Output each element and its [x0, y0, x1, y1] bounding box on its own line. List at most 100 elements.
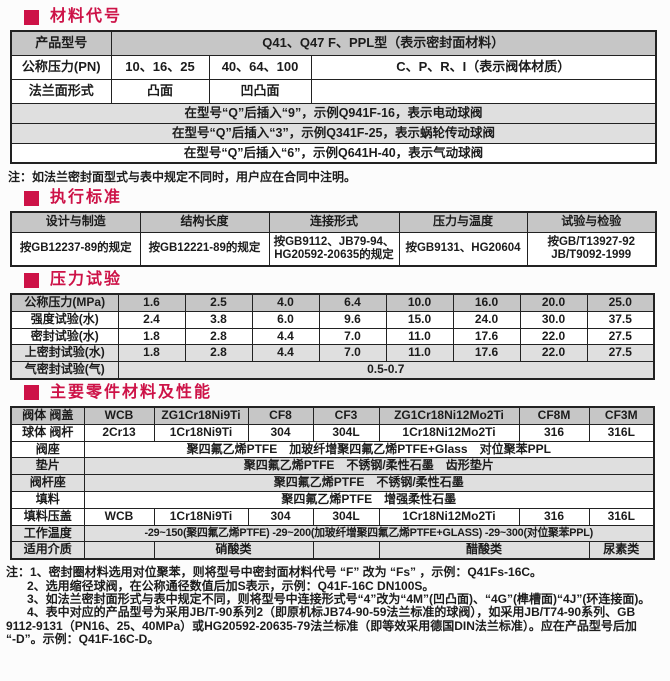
cell: 17.6 — [452, 327, 521, 346]
cell: 聚四氟乙烯PTFE 不锈钢/柔性石墨 齿形垫片 — [83, 457, 655, 476]
cell: 0.5-0.7 — [117, 361, 655, 380]
section-heading-materials: 主要零件材料及性能 — [24, 383, 670, 401]
header-cell: ZG1Cr18Ni9Ti — [153, 406, 249, 425]
cell: 316L — [588, 423, 655, 442]
header-cell: 结构长度 — [139, 211, 270, 233]
row-label: 阀座 — [10, 440, 85, 459]
header-cell: 试验与检验 — [526, 211, 657, 233]
cell: 按GB/T13927-92 JB/T9092-1999 — [526, 231, 657, 267]
table-row: 气密封试验(气) 0.5-0.7 — [10, 361, 655, 380]
cell: WCB — [83, 507, 155, 526]
table-row: 按GB12237-89的规定 按GB12221-89的规定 按GB9112、JB… — [10, 231, 657, 267]
cell: 2.8 — [184, 327, 253, 346]
cell: 按GB9131、HG20604 — [398, 231, 528, 267]
cell: 4.4 — [251, 344, 320, 363]
cell: 在型号“Q”后插入“6”，示例Q641H-40，表示气动球阀 — [10, 142, 657, 164]
cell: 2Cr13 — [83, 423, 155, 442]
table-row: 阀杆座 聚四氟乙烯PTFE 不锈钢/柔性石墨 — [10, 474, 655, 492]
standards-table: 设计与制造 结构长度 连接形式 压力与温度 试验与检验 按GB12237-89的… — [10, 211, 657, 267]
cell: 3.8 — [184, 310, 253, 329]
cell — [312, 541, 380, 560]
footnote-line: 3、如法兰密封面形式与表中规定不同，则将型号中连接形式号“4”改为“4M”(凹凸… — [27, 591, 651, 606]
table-row: 工作温度 -29~150(聚四氟乙烯PTFE) -29~200(加玻纤增聚四氟乙… — [10, 524, 655, 543]
table-row: 在型号“Q”后插入“9”，示例Q941F-16，表示电动球阀 — [10, 102, 657, 124]
header-cell: 连接形式 — [268, 211, 400, 233]
cell: 4.4 — [251, 327, 320, 346]
cell: 2.8 — [184, 344, 253, 363]
cell: 316 — [518, 507, 590, 526]
cell: 25.0 — [586, 293, 655, 312]
row-label: 填料压盖 — [10, 507, 85, 526]
cell: 在型号“Q”后插入“3”，示例Q341F-25，表示蜗轮传动球阀 — [10, 122, 657, 144]
cell: 按GB12237-89的规定 — [10, 231, 141, 267]
material-code-table: 产品型号 Q41、Q47 F、PPL型（表示密封面材料） 公称压力(PN) 10… — [10, 30, 658, 164]
row-label: 产品型号 — [10, 30, 112, 56]
row-label: 公称压力(PN) — [10, 54, 112, 80]
table-row: 适用介质 硝酸类 醋酸类 尿素类 — [10, 541, 655, 560]
cell: 27.5 — [586, 344, 655, 363]
row-label: 球体 阀杆 — [10, 423, 85, 442]
header-cell: 压力与温度 — [398, 211, 528, 233]
row-label: 阀杆座 — [10, 474, 85, 492]
row-label: 适用介质 — [10, 541, 85, 560]
header-cell: CF8M — [518, 406, 590, 425]
cell: 11.0 — [385, 327, 454, 346]
cell: 醋酸类 — [378, 541, 590, 560]
header-cell: CF3M — [588, 406, 655, 425]
cell: 304 — [247, 423, 314, 442]
section-heading-material-code: 材料代号 — [24, 9, 670, 25]
section-bullet-icon — [24, 385, 39, 401]
cell: 在型号“Q”后插入“9”，示例Q941F-16，表示电动球阀 — [10, 102, 657, 124]
cell: 聚四氟乙烯PTFE 加玻纤增聚四氟乙烯PTFE+Glass 对位聚苯PPL — [83, 440, 655, 459]
cell: 按GB12221-89的规定 — [139, 231, 270, 267]
table-row: 公称压力(PN) 10、16、25 40、64、100 C、P、R、I（表示阀体… — [10, 54, 657, 80]
table-row: 垫片 聚四氟乙烯PTFE 不锈钢/柔性石墨 齿形垫片 — [10, 457, 655, 476]
cell: 硝酸类 — [153, 541, 314, 560]
cell: 尿素类 — [588, 541, 655, 560]
cell: 37.5 — [586, 310, 655, 329]
table-row: 上密封试验(水) 1.8 2.8 4.4 7.0 11.0 17.6 22.0 … — [10, 344, 655, 363]
cell: 30.0 — [519, 310, 588, 329]
cell: Q41、Q47 F、PPL型（表示密封面材料） — [110, 30, 657, 56]
footnotes: 注：1、密封圈材料选用对位聚苯，则将型号中密封面材料代号 “F” 改为 “Fs”… — [6, 565, 668, 646]
cell: 1Cr18Ni12Mo2Ti — [378, 423, 520, 442]
cell: 10.0 — [385, 293, 454, 312]
footnote-line: 4、表中对应的产品型号为采用JB/T-90系列2（即原机标JB74-90-59法… — [27, 605, 636, 620]
cell: 27.5 — [586, 327, 655, 346]
table-row: 阀体 阀盖 WCB ZG1Cr18Ni9Ti CF8 CF3 ZG1Cr18Ni… — [10, 406, 655, 425]
table-row: 产品型号 Q41、Q47 F、PPL型（表示密封面材料） — [10, 30, 657, 56]
section-title: 执行标准 — [50, 189, 123, 206]
cell: 316L — [588, 507, 655, 526]
cell: 2.4 — [117, 310, 186, 329]
cell: 7.0 — [318, 344, 387, 363]
cell: 16.0 — [452, 293, 521, 312]
section-title: 主要零件材料及性能 — [50, 383, 213, 401]
cell: 304L — [312, 507, 380, 526]
header-cell: CF8 — [247, 406, 314, 425]
table-row: 在型号“Q”后插入“3”，示例Q341F-25，表示蜗轮传动球阀 — [10, 122, 657, 144]
table-row: 设计与制造 结构长度 连接形式 压力与温度 试验与检验 — [10, 211, 657, 233]
table-row: 公称压力(MPa) 1.6 2.5 4.0 6.4 10.0 16.0 20.0… — [10, 293, 655, 312]
cell: 1.8 — [117, 344, 186, 363]
section-heading-pressure-test: 压力试验 — [24, 272, 670, 288]
cell: 4.0 — [251, 293, 320, 312]
footnote-line: 2、选用缩径球阀，在公称通径数值后加S表示，示例：Q41F-16C DN100S… — [27, 578, 435, 593]
table-row: 填料压盖 WCB 1Cr18Ni9Ti 304 304L 1Cr18Ni12Mo… — [10, 507, 655, 526]
cell: C、P、R、I（表示阀体材质） — [310, 54, 657, 80]
cell: 1Cr18Ni9Ti — [153, 423, 249, 442]
row-label: 气密封试验(气) — [10, 361, 119, 380]
cell: 聚四氟乙烯PTFE 增强柔性石墨 — [83, 490, 655, 509]
table-row: 填料 聚四氟乙烯PTFE 增强柔性石墨 — [10, 490, 655, 509]
row-label: 密封试验(水) — [10, 327, 119, 346]
pressure-test-table: 公称压力(MPa) 1.6 2.5 4.0 6.4 10.0 16.0 20.0… — [10, 293, 655, 380]
table-row: 阀座 聚四氟乙烯PTFE 加玻纤增聚四氟乙烯PTFE+Glass 对位聚苯PPL — [10, 440, 655, 459]
cell: 1Cr18Ni9Ti — [153, 507, 249, 526]
table-row: 强度试验(水) 2.4 3.8 6.0 9.6 15.0 24.0 30.0 3… — [10, 310, 655, 329]
table-row: 球体 阀杆 2Cr13 1Cr18Ni9Ti 304 304L 1Cr18Ni1… — [10, 423, 655, 442]
header-cell: 设计与制造 — [10, 211, 141, 233]
section-title: 压力试验 — [50, 271, 123, 288]
section-bullet-icon — [24, 9, 39, 25]
cell: 11.0 — [385, 344, 454, 363]
row-label: 阀体 阀盖 — [10, 406, 85, 425]
footnote-line: 注：1、密封圈材料选用对位聚苯，则将型号中密封面材料代号 “F” 改为 “Fs”… — [6, 565, 543, 580]
